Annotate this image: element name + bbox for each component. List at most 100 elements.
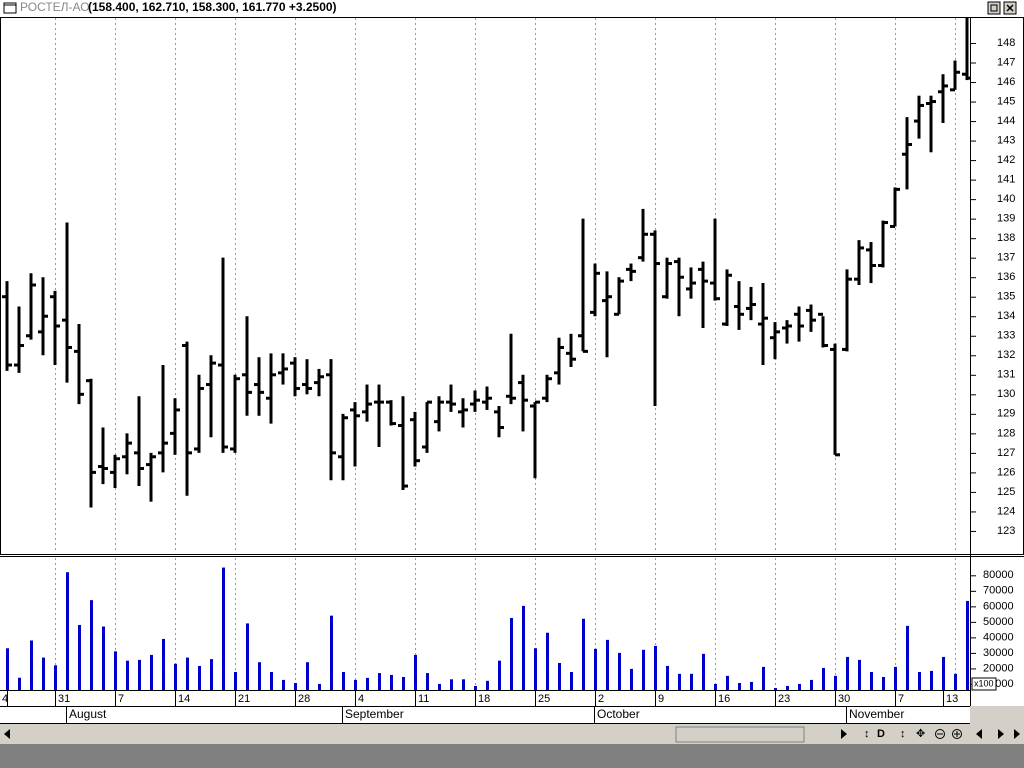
x-tick-label: 21	[238, 693, 250, 705]
chart-subtitle: (158.400, 162.710, 158.300, 161.770 +3.2…	[88, 0, 337, 14]
scroll-thumb[interactable]	[675, 726, 805, 743]
volume-bar	[846, 656, 849, 690]
volume-bar	[306, 662, 309, 690]
volume-bar	[342, 671, 345, 690]
volume-bar	[762, 666, 765, 690]
y-tick-label: 123	[997, 525, 1015, 537]
x-tick-label: 7	[118, 693, 124, 705]
volume-bar	[462, 679, 465, 690]
volume-bar	[150, 654, 153, 690]
x-tick-label: 13	[946, 693, 958, 705]
month-label: September	[345, 707, 404, 721]
volume-tick-label: 40000	[983, 631, 1014, 643]
y-tick-label: 132	[997, 349, 1015, 361]
volume-bar	[798, 683, 801, 690]
volume-unit-label: x100	[974, 678, 994, 688]
scroll-left[interactable]	[4, 729, 10, 739]
volume-bar	[930, 670, 933, 690]
volume-bar	[354, 679, 357, 690]
y-tick-label: 145	[997, 95, 1015, 107]
volume-bar	[294, 683, 297, 690]
volume-bar	[582, 618, 585, 690]
toolbar-icon[interactable]: ↕	[864, 728, 870, 740]
volume-bar	[558, 662, 561, 690]
scroll-right[interactable]	[841, 729, 847, 739]
volume-bar	[570, 671, 573, 690]
zoom-in[interactable]	[952, 729, 962, 739]
volume-bar	[942, 656, 945, 690]
x-tick-label: 9	[658, 693, 664, 705]
volume-bar	[198, 665, 201, 690]
volume-bar	[918, 671, 921, 690]
volume-bar	[270, 671, 273, 690]
volume-bar	[102, 626, 105, 690]
volume-bar	[630, 668, 633, 690]
y-tick-label: 126	[997, 466, 1015, 478]
volume-bar	[426, 673, 429, 690]
volume-bar	[894, 666, 897, 690]
scrollbar	[0, 724, 1024, 744]
volume-bar	[90, 600, 93, 690]
volume-bar	[726, 675, 729, 690]
y-tick-label: 133	[997, 330, 1015, 342]
volume-tick-label: 70000	[983, 585, 1014, 597]
volume-bar	[618, 652, 621, 690]
window-icon	[3, 2, 17, 14]
restore-button[interactable]	[987, 1, 1001, 15]
y-tick-label: 128	[997, 427, 1015, 439]
status-area	[0, 744, 1024, 768]
volume-bar	[450, 679, 453, 690]
chart-title: РОСТЕЛ-АО	[20, 0, 90, 14]
volume-bar	[414, 654, 417, 690]
x-tick-label: 30	[838, 693, 850, 705]
nav-left[interactable]	[976, 729, 982, 739]
y-tick-label: 148	[997, 37, 1015, 49]
volume-bar	[474, 685, 477, 690]
y-tick-label: 125	[997, 486, 1015, 498]
volume-bar	[786, 685, 789, 690]
volume-bar	[678, 673, 681, 690]
volume-bar	[642, 649, 645, 690]
x-tick-label: 23	[778, 693, 790, 705]
volume-bar	[54, 665, 57, 690]
volume-bar	[750, 681, 753, 690]
volume-bar	[378, 673, 381, 690]
volume-bar	[522, 605, 525, 690]
y-tick-label: 140	[997, 193, 1015, 205]
volume-bar	[954, 673, 957, 690]
nav-end[interactable]	[1014, 729, 1020, 739]
volume-bar	[366, 677, 369, 690]
volume-bar	[162, 638, 165, 690]
volume-bar	[870, 671, 873, 690]
header-bar	[0, 0, 1024, 17]
close-icon	[1006, 4, 1014, 12]
x-tick-label: 11	[418, 693, 429, 705]
zoom-in-icon	[954, 731, 960, 737]
toolbar-d[interactable]: D	[877, 728, 885, 740]
y-tick-label: 141	[997, 174, 1015, 186]
volume-bar	[966, 600, 969, 690]
toolbar-icon[interactable]: ↕	[900, 728, 906, 740]
nav-right[interactable]	[998, 729, 1004, 739]
y-tick-label: 146	[997, 76, 1015, 88]
volume-bar	[246, 623, 249, 690]
y-tick-label: 134	[997, 310, 1015, 322]
zoom-out[interactable]	[935, 729, 945, 739]
volume-bar	[774, 687, 777, 690]
month-label: October	[597, 707, 640, 721]
x-tick-label: 16	[718, 693, 730, 705]
toolbar-icon[interactable]: ✥	[916, 728, 925, 740]
volume-bar	[882, 676, 885, 690]
y-tick-label: 129	[997, 408, 1015, 420]
volume-bar	[666, 665, 669, 690]
volume-bar	[210, 659, 213, 690]
volume-bar	[834, 675, 837, 690]
y-tick-label: 143	[997, 134, 1015, 146]
y-tick-label: 136	[997, 271, 1015, 283]
volume-bar	[606, 639, 609, 690]
volume-bar	[258, 662, 261, 690]
volume-bar	[714, 683, 717, 690]
y-tick-label: 142	[997, 154, 1015, 166]
volume-bar	[654, 645, 657, 690]
